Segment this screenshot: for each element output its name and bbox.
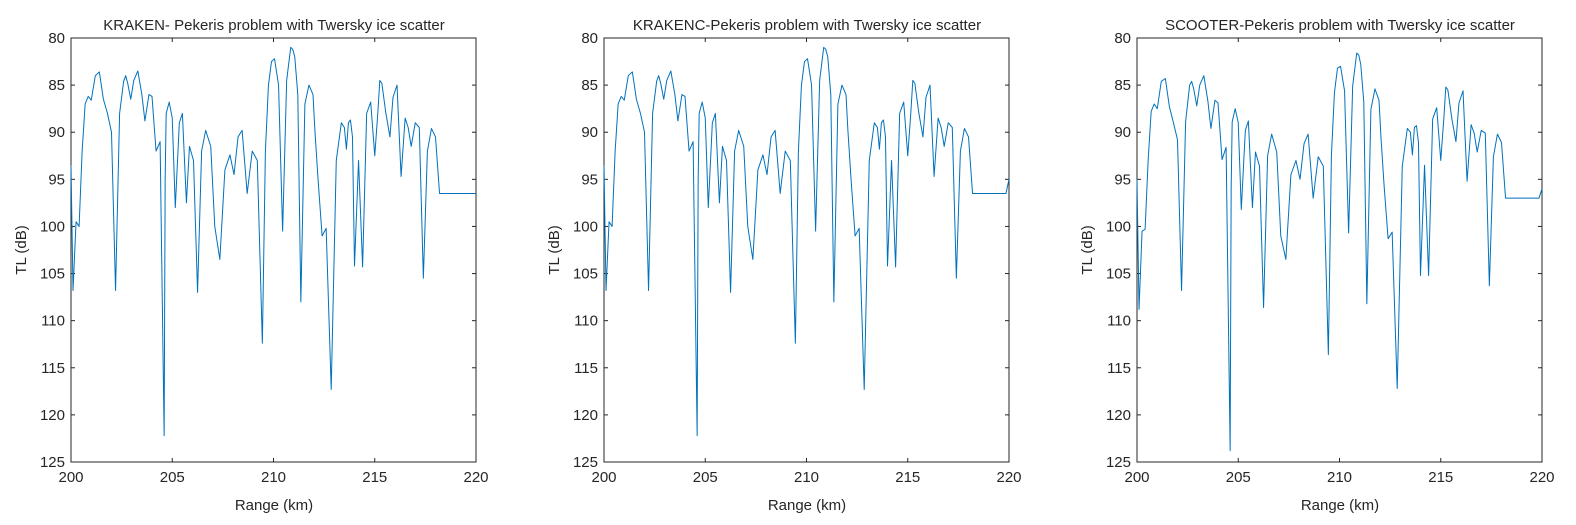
tl-series-line [603,46,1010,437]
x-tick-label: 200 [1124,469,1149,486]
x-axis: 200 205 210 215 220 [58,38,489,486]
x-tick-label: 210 [794,469,819,486]
y-tick-label: 85 [1114,77,1131,94]
y-axis-label: TL (dB) [13,225,30,274]
tl-series-line [70,46,476,437]
y-tick-label: 120 [573,407,598,424]
chart-panel-krakenc: KRAKENC-Pekeris problem with Twersky ice… [546,17,1022,514]
y-axis: 80 85 90 95 100 105 110 115 120 125 [1106,30,1542,471]
y-tick-label: 90 [1114,124,1131,141]
y-tick-label: 100 [1106,218,1131,235]
x-axis: 200 205 210 215 220 [591,38,1022,486]
x-axis-label: Range (km) [235,497,313,514]
y-axis: 80 85 90 95 100 105 110 115 120 125 [40,30,476,471]
y-tick-label: 95 [581,171,598,188]
y-tick-label: 125 [573,454,598,471]
y-axis-label: TL (dB) [1079,225,1096,274]
x-tick-label: 210 [261,469,286,486]
x-tick-label: 220 [996,469,1021,486]
y-axis-label: TL (dB) [546,225,563,274]
tl-series-line [1136,52,1543,452]
y-tick-label: 80 [581,30,598,47]
chart-title: SCOOTER-Pekeris problem with Twersky ice… [1165,17,1515,34]
y-tick-label: 110 [41,313,65,330]
y-tick-label: 105 [573,266,598,283]
y-tick-label: 125 [1106,454,1131,471]
x-axis: 200 205 210 215 220 [1124,38,1555,486]
y-axis: 80 85 90 95 100 105 110 115 120 125 [573,30,1009,471]
y-tick-label: 90 [48,124,65,141]
y-tick-label: 100 [40,218,65,235]
x-tick-label: 205 [693,469,718,486]
y-tick-label: 80 [48,30,65,47]
y-tick-label: 95 [48,171,65,188]
y-tick-label: 90 [581,124,598,141]
x-tick-label: 210 [1327,469,1352,486]
y-tick-label: 85 [581,77,598,94]
y-tick-label: 120 [40,407,65,424]
plot-area [603,37,1010,463]
x-tick-label: 200 [58,469,83,486]
y-tick-label: 120 [1106,407,1131,424]
y-tick-label: 100 [573,218,598,235]
x-tick-label: 220 [463,469,488,486]
chart-panel-kraken: KRAKEN- Pekeris problem with Twersky ice… [13,17,489,514]
y-tick-label: 110 [1107,313,1131,330]
y-tick-label: 80 [1114,30,1131,47]
x-tick-label: 215 [1428,469,1453,486]
y-tick-label: 115 [574,360,598,377]
y-tick-label: 95 [1114,171,1131,188]
plot-area [1136,37,1543,463]
y-tick-label: 115 [41,360,65,377]
y-tick-label: 110 [574,313,598,330]
x-tick-label: 220 [1529,469,1554,486]
chart-title: KRAKENC-Pekeris problem with Twersky ice… [633,17,981,34]
x-axis-label: Range (km) [1301,497,1379,514]
y-tick-label: 115 [1107,360,1131,377]
x-tick-label: 205 [160,469,185,486]
y-tick-label: 105 [1106,266,1131,283]
plot-area [70,37,477,463]
y-tick-label: 85 [48,77,65,94]
x-tick-label: 215 [362,469,387,486]
x-tick-label: 215 [895,469,920,486]
chart-panel-scooter: SCOOTER-Pekeris problem with Twersky ice… [1079,17,1555,514]
x-tick-label: 205 [1226,469,1251,486]
y-tick-label: 125 [40,454,65,471]
y-tick-label: 105 [40,266,65,283]
chart-title: KRAKEN- Pekeris problem with Twersky ice… [103,17,445,34]
x-tick-label: 200 [591,469,616,486]
x-axis-label: Range (km) [768,497,846,514]
